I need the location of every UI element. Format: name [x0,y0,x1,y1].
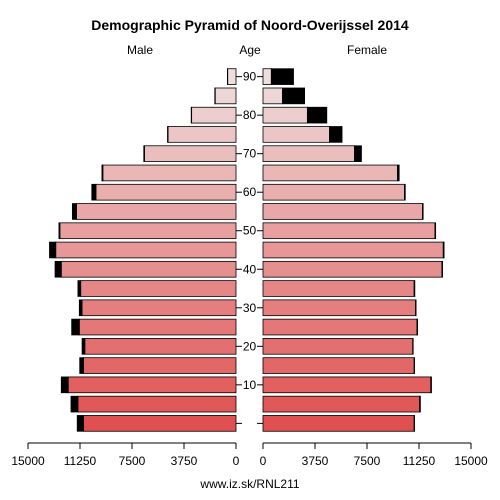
female-bar-5-9 [262,395,421,413]
male-extra-40-44 [54,260,62,278]
female-bar-50-54 [262,222,436,240]
female-extra-35-39 [413,280,416,297]
male-extra-60-64 [91,183,97,201]
male-bar-60-64 [95,183,237,201]
age-tick-label-90: 90 [243,70,257,84]
x-axis: 15000 11250 7500 3750 0 0 3750 7500 11250 15000 [11,442,488,468]
male-extra-20-24 [81,338,86,355]
x-tick-label-male: 0 [233,454,240,468]
male-extra-45-49 [49,241,57,259]
female-extra-40-44 [441,260,443,278]
male-extra-10-14 [60,376,69,394]
male-extra-75-79 [167,126,169,143]
x-tick-label-male: 3750 [171,454,198,468]
x-tick-label-male: 7500 [119,454,146,468]
male-bar-75-79 [167,126,237,143]
male-bar-40-44 [60,260,237,278]
female-bar-40-44 [262,260,443,278]
male-bar-65-69 [102,164,237,182]
age-tick-label-70: 70 [243,147,257,161]
female-bar-15-19 [262,357,415,374]
female-bar-70-74 [262,145,355,162]
female-bar-55-59 [262,203,423,220]
age-label: Age [239,43,261,57]
female-extra-70-74 [354,145,362,162]
male-bar-10-14 [67,376,237,394]
male-bar-90+ [227,68,237,85]
male-label: Male [127,43,153,57]
female-extra-10-14 [430,376,432,394]
x-tick-label-female: 7500 [354,454,381,468]
male-bar-45-49 [55,241,237,259]
male-extra-30-34 [78,299,83,317]
female-extra-50-54 [434,222,437,240]
x-tick-label-male: 15000 [11,454,45,468]
age-tick-label-40: 40 [243,262,257,276]
male-extra-25-29 [71,318,80,336]
age-tick-label-80: 80 [243,108,257,122]
female-bar-90+ [262,68,272,85]
male-extra-55-59 [71,203,77,220]
male-extra-15-19 [79,357,84,374]
female-bar-10-14 [262,376,432,394]
x-tick-label-female: 3750 [302,454,329,468]
female-extra-30-34 [415,299,417,317]
female-bar-65-69 [262,164,398,182]
age-tick-label-20: 20 [243,339,257,353]
male-bar-70-74 [144,145,237,162]
female-extra-60-64 [404,183,406,201]
age-axis: 10 20 30 40 50 60 70 80 90 [236,70,263,424]
age-tick-label-60: 60 [243,185,257,199]
female-extra-85-89 [282,87,305,105]
female-bar-0-4 [262,415,415,432]
male-extra-50-54 [58,222,61,240]
x-tick-label-female: 0 [260,454,267,468]
female-bar-25-29 [262,318,418,336]
x-tick-label-female: 11250 [403,454,436,468]
male-bar-30-34 [81,299,237,317]
female-bar-85-89 [262,87,283,105]
male-bar-15-19 [83,357,237,374]
female-extra-80-84 [306,106,328,124]
female-extra-75-79 [329,126,343,143]
female-bar-60-64 [262,183,405,201]
age-tick-label-30: 30 [243,301,257,315]
male-extra-35-39 [77,280,82,297]
age-tick-label-10: 10 [243,378,257,392]
female-extra-65-69 [397,164,400,182]
female-bars [262,68,445,432]
female-bar-80-84 [262,106,308,124]
x-tick-label-female: 15000 [454,454,488,468]
female-bar-45-49 [262,241,444,259]
female-extra-55-59 [422,203,424,220]
female-bar-30-34 [262,299,416,317]
female-extra-45-49 [442,241,445,259]
male-bar-20-24 [84,338,237,355]
male-bar-55-59 [76,203,237,220]
chart-title: Demographic Pyramid of Noord-Overijssel … [91,17,409,33]
male-bar-5-9 [77,395,237,413]
female-extra-5-9 [419,395,421,413]
age-tick-label-50: 50 [243,224,257,238]
male-extra-0-4 [76,415,84,432]
male-bar-85-89 [214,87,237,105]
male-bar-80-84 [191,106,237,124]
female-extra-25-29 [416,318,419,336]
male-extra-65-69 [101,164,104,182]
male-bar-35-39 [80,280,237,297]
male-bar-25-29 [78,318,237,336]
male-bars [49,68,237,432]
female-bar-20-24 [262,338,414,355]
male-bar-0-4 [83,415,237,432]
female-bar-35-39 [262,280,415,297]
female-label: Female [347,43,387,57]
male-bar-50-54 [59,222,237,240]
male-extra-70-74 [143,145,145,162]
female-bar-75-79 [262,126,330,143]
female-extra-90+ [270,68,294,85]
footer-text: www.iz.sk/RNL211 [199,477,299,491]
male-extra-5-9 [70,395,79,413]
x-tick-label-male: 11250 [64,454,97,468]
